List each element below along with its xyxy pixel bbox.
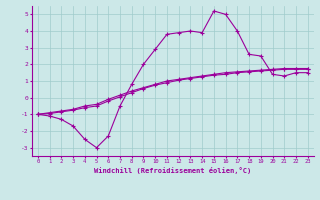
- X-axis label: Windchill (Refroidissement éolien,°C): Windchill (Refroidissement éolien,°C): [94, 167, 252, 174]
